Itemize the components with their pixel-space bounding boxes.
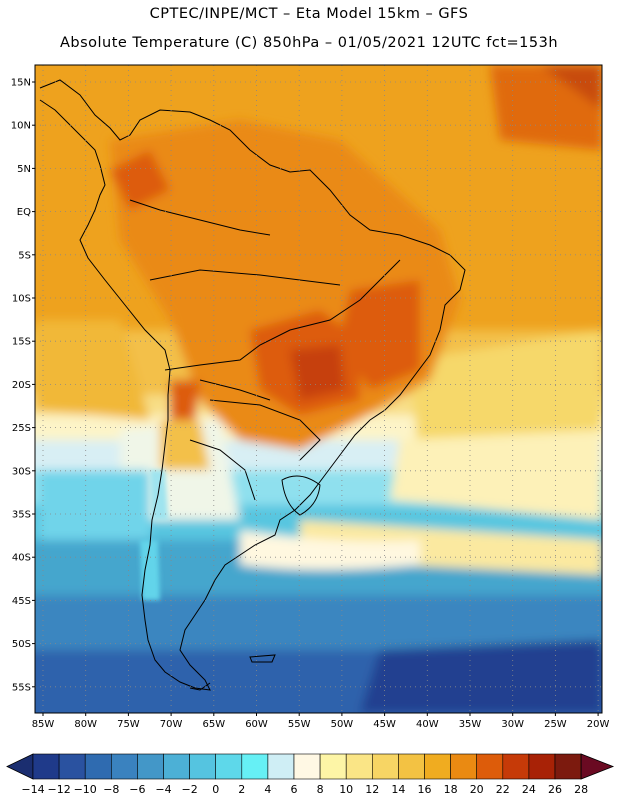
colorbar-label: −2 (181, 783, 197, 796)
lat-label-30s: 30S (12, 466, 31, 477)
lon-label-65w: 65W (202, 719, 225, 730)
colorbar-cell (502, 753, 530, 780)
colorbar-cell (58, 753, 86, 780)
colorbar-label: −6 (129, 783, 145, 796)
colorbar-cell (215, 753, 243, 780)
colorbar-label: −14 (21, 783, 44, 796)
lat-label-5s: 5S (18, 250, 31, 261)
lat-label-25s: 25S (12, 423, 31, 434)
lat-label-15n: 15N (11, 78, 31, 89)
chart-title-line2: Absolute Temperature (C) 850hPa – 01/05/… (59, 35, 559, 51)
colorbar-cell (84, 753, 112, 780)
lat-label-40s: 40S (12, 553, 31, 564)
colorbar-cell (293, 753, 321, 780)
colorbar-label: 18 (444, 783, 458, 796)
colorbar-label: 22 (496, 783, 510, 796)
lon-label-35w: 35W (459, 719, 482, 730)
map-frame (34, 64, 603, 714)
colorbar-label: 2 (238, 783, 245, 796)
lon-label-55w: 55W (288, 719, 311, 730)
lon-label-20w: 20W (587, 719, 610, 730)
colorbar-label: 26 (548, 783, 562, 796)
colorbar-label: −12 (47, 783, 70, 796)
lat-label-55s: 55S (12, 682, 31, 693)
lat-label-45s: 45S (12, 596, 31, 607)
colorbar-cell (241, 753, 269, 780)
lon-label-75w: 75W (117, 719, 140, 730)
lon-label-25w: 25W (544, 719, 567, 730)
colorbar-label: 20 (470, 783, 484, 796)
temperature-field (35, 65, 602, 713)
latitude-axis: 15N 10N 5N EQ 5S 10S 15S 20S 25S 30S 35S 40S 45S 50S 5… (11, 78, 35, 693)
colorbar-label: 8 (317, 783, 324, 796)
lat-label-5n: 5N (17, 164, 31, 175)
colorbar-cell (554, 753, 582, 780)
lat-label-10n: 10N (11, 121, 31, 132)
colorbar-label: 24 (522, 783, 536, 796)
colorbar-label: −4 (155, 783, 171, 796)
lon-label-85w: 85W (32, 719, 55, 730)
lon-label-60w: 60W (245, 719, 268, 730)
colorbar-cell (32, 753, 60, 780)
colorbar-label: −10 (74, 783, 97, 796)
chart-title-line1: CPTEC/INPE/MCT – Eta Model 15km – GFS (149, 6, 469, 22)
colorbar-cell (137, 753, 164, 780)
colorbar-label: 28 (574, 783, 588, 796)
colorbar-label: −8 (103, 783, 119, 796)
lat-label-20s: 20S (12, 380, 31, 391)
lat-lon-grid (35, 65, 602, 713)
colorbar-label: 0 (212, 783, 219, 796)
colorbar-cell (189, 753, 217, 780)
lon-label-30w: 30W (501, 719, 524, 730)
coastlines (39, 79, 466, 691)
longitude-axis: 85W 80W 75W 70W 65W 60W 55W 50W 45W 40W 35W 30W 25W 2… (32, 713, 610, 730)
colorbar-label: 14 (391, 783, 405, 796)
lat-label-35s: 35S (12, 510, 31, 521)
lon-label-70w: 70W (160, 719, 183, 730)
colorbar-cell (398, 753, 425, 780)
colorbar-cell (267, 753, 295, 780)
colorbar-cell (319, 753, 347, 780)
colorbar: −14 −12 −10 −8 −6 −4 −2 0 2 4 6 8 10 12 14 16 18 20 22 24 26… (6, 753, 615, 796)
colorbar-cell (111, 753, 138, 780)
lon-label-50w: 50W (331, 719, 354, 730)
lon-label-40w: 40W (416, 719, 439, 730)
colorbar-cell (163, 753, 190, 780)
lat-label-15s: 15S (12, 337, 31, 348)
colorbar-label: 16 (418, 783, 432, 796)
colorbar-cell (424, 753, 451, 780)
colorbar-cell (450, 753, 478, 780)
colorbar-cell (345, 753, 373, 780)
lat-label-50s: 50S (12, 639, 31, 650)
colorbar-label: 12 (365, 783, 379, 796)
lon-label-80w: 80W (74, 719, 97, 730)
colorbar-cell (476, 753, 504, 780)
lat-label-10s: 10S (12, 294, 31, 305)
colorbar-cell (528, 753, 556, 780)
colorbar-high-cap (580, 753, 615, 780)
lon-label-45w: 45W (373, 719, 396, 730)
colorbar-low-cap (6, 753, 34, 780)
colorbar-label: 10 (339, 783, 353, 796)
colorbar-label: 4 (264, 783, 271, 796)
lat-label-eq: EQ (17, 207, 31, 218)
colorbar-cell (371, 753, 399, 780)
colorbar-label: 6 (291, 783, 298, 796)
